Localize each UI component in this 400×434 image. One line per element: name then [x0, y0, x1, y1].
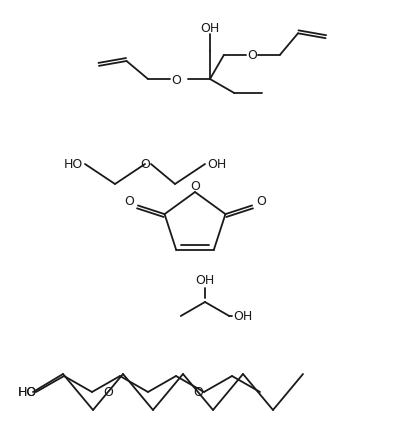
Text: O: O	[193, 386, 203, 398]
Text: O: O	[247, 49, 257, 62]
Text: O: O	[124, 194, 134, 207]
Text: HO: HO	[18, 386, 37, 398]
Text: OH: OH	[207, 158, 226, 171]
Text: O: O	[190, 180, 200, 193]
Text: HO: HO	[18, 386, 37, 398]
Text: O: O	[256, 194, 266, 207]
Text: O: O	[171, 73, 181, 86]
Text: OH: OH	[233, 310, 252, 323]
Text: OH: OH	[200, 22, 220, 35]
Text: O: O	[103, 386, 113, 398]
Text: OH: OH	[195, 274, 215, 287]
Text: O: O	[140, 158, 150, 171]
Text: HO: HO	[64, 158, 83, 171]
